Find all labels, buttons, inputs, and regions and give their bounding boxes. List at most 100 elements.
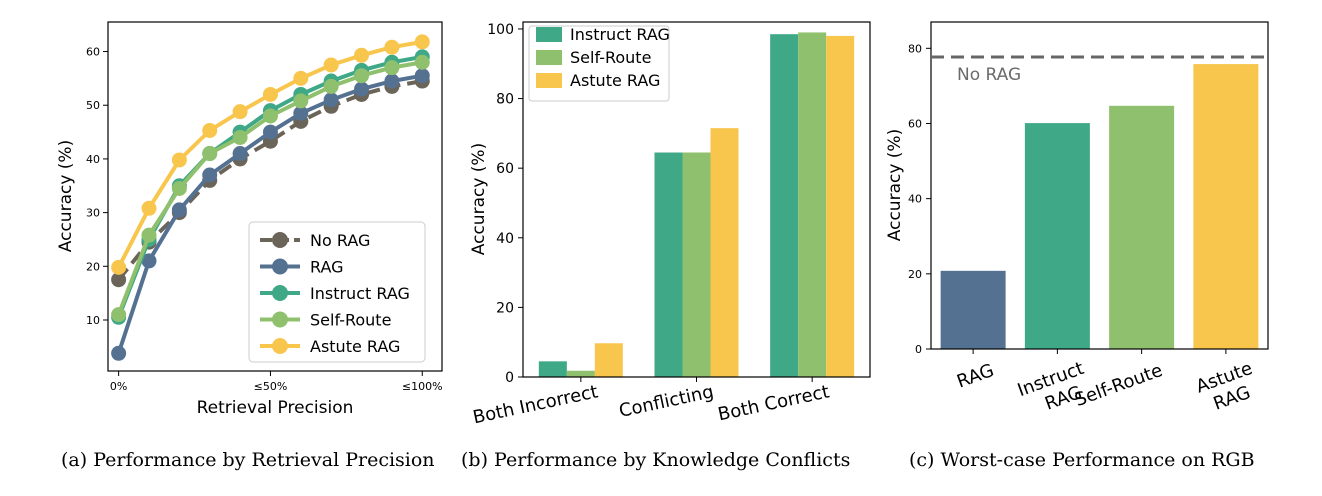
- bar-astute-rag-conflicting: [710, 128, 739, 377]
- bar-self-route: [1109, 105, 1175, 350]
- legend-label-self-route: Self-Route: [570, 48, 651, 67]
- y-tick-label: 10: [86, 314, 100, 327]
- data-point: [141, 253, 157, 269]
- bar-instruct-rag-both-correct: [770, 34, 799, 378]
- data-point: [111, 345, 127, 361]
- legend-marker-instruct-rag: [272, 285, 288, 301]
- series-rag: [111, 68, 430, 361]
- caption-b: (b) Performance by Knowledge Conflicts: [461, 449, 850, 471]
- data-point: [202, 146, 218, 162]
- panel-a-legend: No RAG RAG Instruct RAG Self-Route Astute RA…: [248, 221, 426, 363]
- y-tick-label: 60: [908, 117, 922, 130]
- x-tick-label: ≤100%: [402, 380, 443, 393]
- bar-instruct-rag-both-incorrect: [538, 361, 567, 377]
- legend-box: [528, 25, 670, 102]
- data-point: [202, 167, 218, 183]
- data-point: [414, 34, 430, 50]
- data-point: [171, 202, 187, 218]
- data-point: [354, 81, 370, 97]
- panel-b-ylabel: Accuracy (%): [469, 143, 489, 255]
- y-tick-label: 60: [86, 46, 100, 59]
- bar-astute-rag-both-incorrect: [594, 343, 623, 377]
- reference-line-label: No RAG: [957, 65, 1021, 85]
- data-point: [323, 78, 339, 94]
- data-point: [384, 73, 400, 89]
- x-tick-label: Both Correct: [716, 381, 831, 425]
- x-tick-label: Conflicting: [617, 381, 715, 422]
- x-tick-label: RAG: [954, 360, 997, 393]
- data-point: [384, 60, 400, 76]
- data-point: [384, 39, 400, 55]
- data-point: [111, 307, 127, 323]
- data-point: [171, 180, 187, 196]
- legend-swatch-astute-rag: [536, 73, 562, 88]
- y-tick-label: 0: [915, 343, 922, 356]
- panel-c-ylabel: Accuracy (%): [885, 129, 905, 241]
- data-point: [323, 92, 339, 108]
- y-tick-label: 50: [86, 99, 100, 112]
- data-point: [354, 68, 370, 84]
- data-point: [111, 259, 127, 275]
- data-point: [262, 124, 278, 140]
- panel-a-axes-frame: [107, 21, 443, 372]
- legend-swatch-instruct-rag: [536, 27, 562, 42]
- series-line-no-rag: [117, 79, 423, 281]
- legend-swatch-self-route: [536, 50, 562, 65]
- legend-marker-no-rag: [272, 232, 288, 248]
- data-point: [354, 47, 370, 63]
- bar-self-route-both-incorrect: [566, 370, 595, 377]
- data-point: [262, 108, 278, 124]
- bar-self-route-conflicting: [682, 152, 711, 377]
- legend-label-instruct-rag: Instruct RAG: [310, 284, 410, 303]
- legend-marker-self-route: [272, 311, 288, 328]
- legend-label-astute-rag: Astute RAG: [570, 71, 660, 90]
- data-point: [262, 86, 278, 102]
- x-tick-label: Both Incorrect: [471, 381, 600, 428]
- panel-c-axes-frame: [930, 21, 1269, 350]
- data-point: [202, 122, 218, 138]
- data-point: [293, 93, 309, 109]
- data-point: [141, 200, 157, 216]
- data-point: [293, 70, 309, 86]
- panel-a-ylabel: Accuracy (%): [56, 140, 76, 252]
- bar-astute-rag: [1193, 64, 1259, 349]
- x-tick-label: 0%: [110, 380, 127, 393]
- y-tick-label: 20: [908, 268, 922, 281]
- bar-instruct-rag-conflicting: [654, 152, 683, 377]
- y-tick-label: 80: [908, 42, 922, 55]
- data-point: [171, 152, 187, 168]
- y-tick-label: 40: [908, 193, 922, 206]
- y-tick-label: 60: [496, 161, 514, 177]
- data-point: [414, 54, 430, 70]
- data-point: [232, 129, 248, 145]
- legend-marker-astute-rag: [272, 338, 288, 354]
- y-tick-label: 0: [505, 370, 514, 386]
- y-tick-label: 40: [496, 231, 514, 247]
- y-tick-label: 100: [487, 22, 514, 38]
- data-point: [323, 57, 339, 73]
- panel-a-line-chart: 10 20 30 40 50 60 0% ≤50% ≤100% Retrieval Preci…: [56, 21, 443, 418]
- caption-a: (a) Performance by Retrieval Precision: [61, 449, 435, 471]
- panel-b-legend: Instruct RAG Self-Route Astute RAG: [528, 25, 670, 102]
- series-self-route: [111, 54, 430, 323]
- y-tick-label: 30: [86, 207, 100, 220]
- data-point: [232, 104, 248, 120]
- panel-b-bar-chart: 0 20 40 60 80 100 Both Incorrect Conflicting Bo…: [469, 21, 871, 428]
- y-tick-label: 20: [496, 300, 514, 316]
- caption-c: (c) Worst-case Performance on RGB: [909, 449, 1255, 471]
- series-astute-rag: [111, 34, 430, 275]
- legend-label-self-route: Self-Route: [310, 311, 391, 330]
- bar-astute-rag-both-correct: [826, 35, 855, 377]
- bar-self-route-both-correct: [798, 32, 827, 378]
- data-point: [414, 68, 430, 84]
- data-point: [141, 227, 157, 243]
- legend-label-astute-rag: Astute RAG: [310, 337, 400, 356]
- bar-rag: [940, 270, 1006, 349]
- y-tick-label: 20: [86, 260, 100, 273]
- panel-a-xlabel: Retrieval Precision: [197, 398, 354, 418]
- y-tick-label: 40: [86, 153, 100, 166]
- x-tick-label: ≤50%: [254, 380, 288, 393]
- data-point: [111, 272, 127, 288]
- x-tick-label: Self-Route: [1072, 360, 1165, 411]
